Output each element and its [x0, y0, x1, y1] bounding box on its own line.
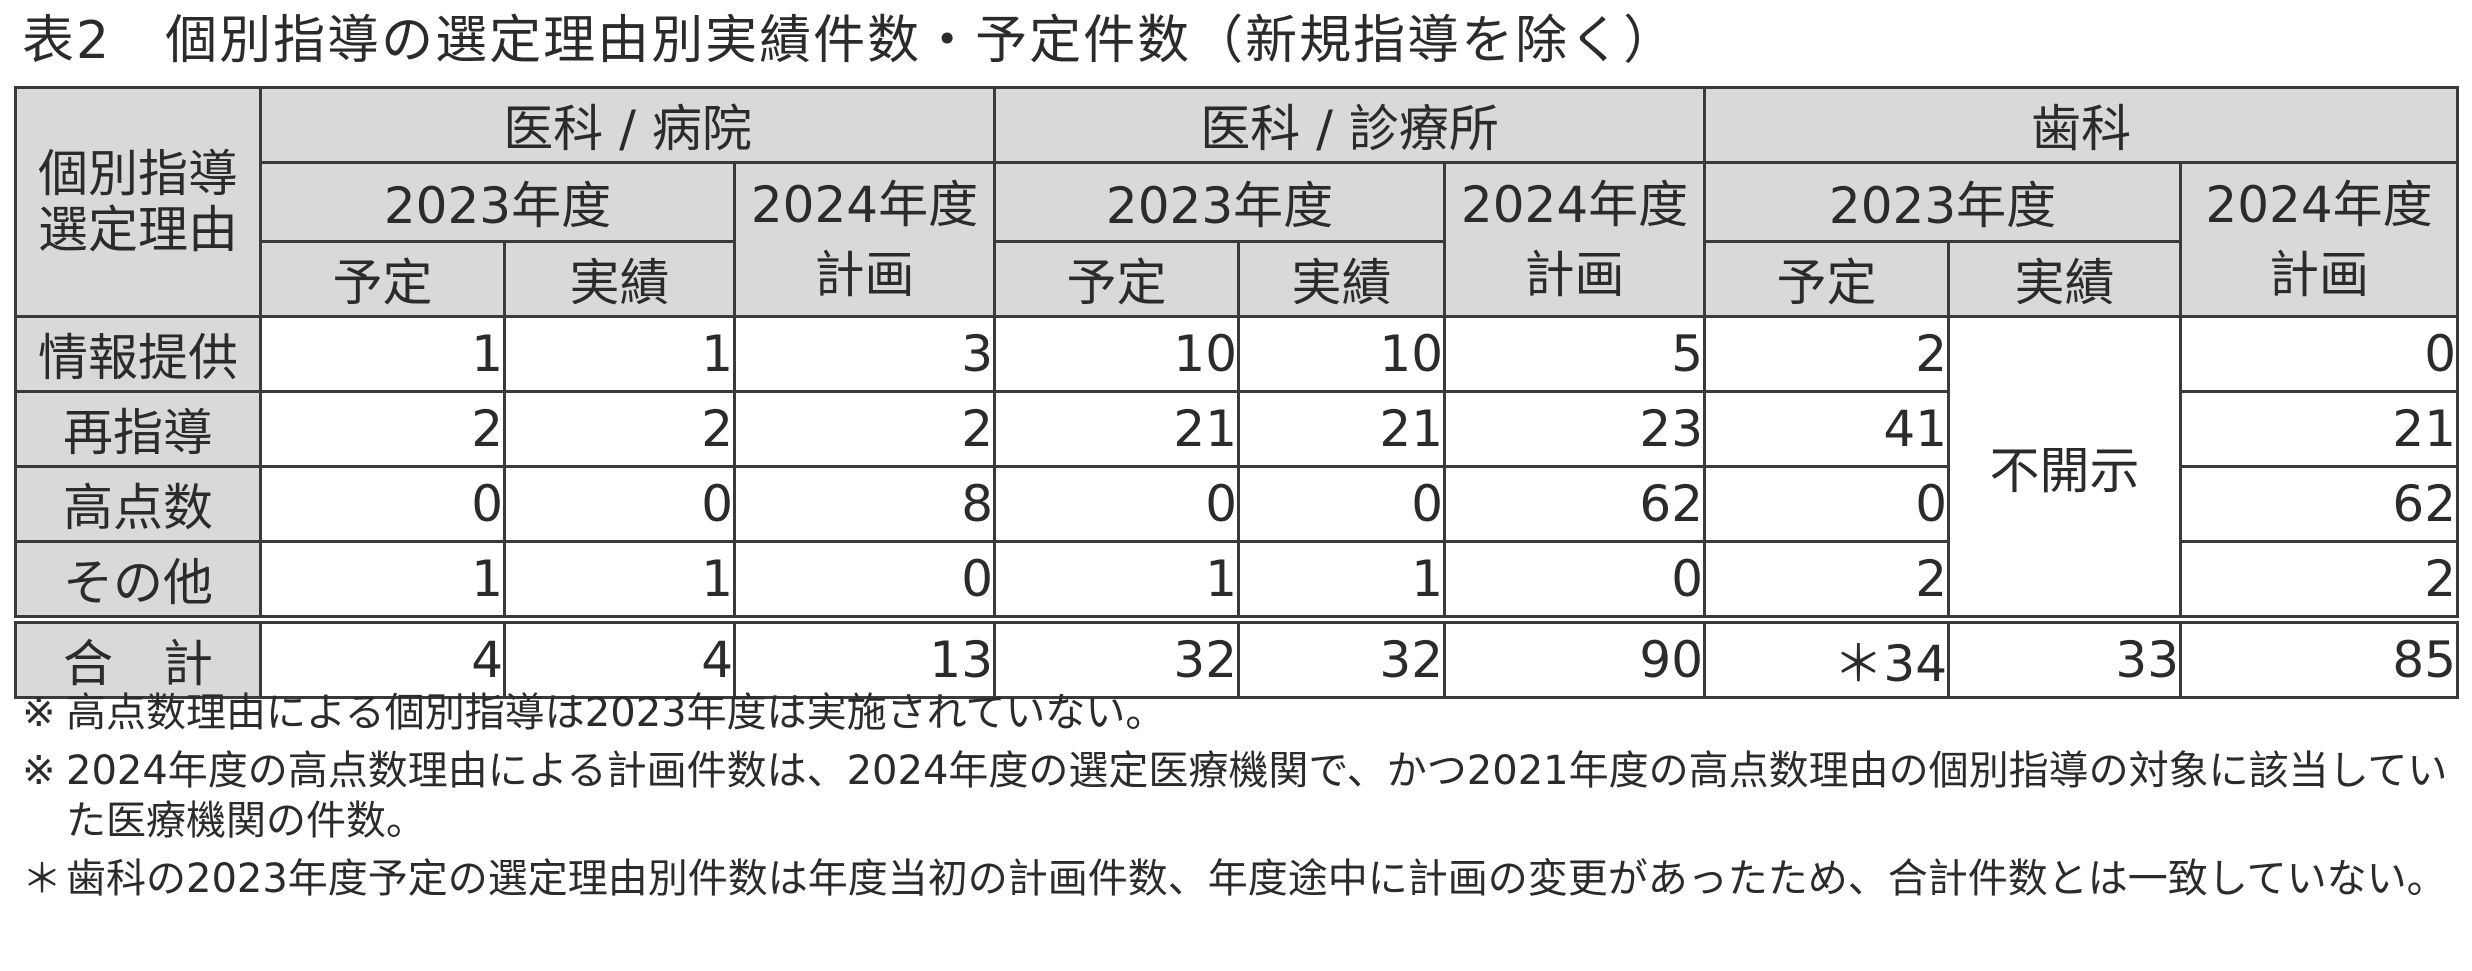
group-ika-clinic: 医科 / 診療所 [993, 86, 1707, 164]
footnote: ※ 高点数理由による個別指導は2023年度は実施されていない。 [22, 688, 2462, 738]
cell-value: 21 [2179, 390, 2460, 468]
cell-value: 2 [732, 390, 997, 468]
cell-value: 2 [1703, 315, 1951, 393]
group-dental: 歯科 [1703, 86, 2460, 164]
year-2024-plan-header: 2024年度 計画 [1443, 161, 1707, 318]
sub-header-yotei: 予定 [1703, 240, 1951, 318]
footnote-text: 歯科の2023年度予定の選定理由別件数は年度当初の計画件数、年度途中に計画の変更… [66, 856, 2447, 902]
year-2023-header: 2023年度 [1703, 161, 2183, 243]
cell-value: 0 [993, 465, 1241, 543]
total-value: 33 [1947, 615, 2183, 699]
sub-header-jisseki: 実績 [1237, 240, 1447, 318]
cell-value: 41 [1703, 390, 1951, 468]
table-row: 情報提供 1 1 3 10 10 5 2 不開示 0 [14, 315, 2460, 621]
year-2023-header: 2023年度 [993, 161, 1447, 243]
footnote: ※ 2024年度の高点数理由による計画件数は、2024年度の選定医療機関で、かつ… [22, 746, 2462, 846]
cell-value: 0 [2179, 315, 2460, 393]
undisclosed-cell: 不開示 [1947, 315, 2183, 621]
cell-value: 2 [503, 390, 736, 468]
row-label: 再指導 [14, 390, 262, 468]
total-value: ＊34 [1703, 615, 1951, 699]
cell-value: 2 [2179, 540, 2460, 621]
sub-header-yotei: 予定 [993, 240, 1241, 318]
cell-value: 0 [1443, 540, 1707, 621]
cell-value: 3 [732, 315, 997, 393]
cell-value: 21 [993, 390, 1241, 468]
cell-value: 23 [1443, 390, 1707, 468]
footnote-mark: ※ [22, 748, 56, 794]
row-label: 高点数 [14, 465, 262, 543]
year-2023-header: 2023年度 [259, 161, 736, 243]
row-label: その他 [14, 540, 262, 621]
row-label: 情報提供 [14, 315, 262, 393]
cell-value: 1 [1237, 540, 1447, 621]
cell-value: 0 [1237, 465, 1447, 543]
cell-value: 1 [503, 540, 736, 621]
cell-value: 1 [993, 540, 1241, 621]
year-2024-plan-header: 2024年度 計画 [2179, 161, 2460, 318]
table-row: 再指導 2 2 2 21 21 23 41 21 [14, 390, 2460, 468]
selection-reason-table: 個別指導 選定理由 医科 / 病院 医科 / 診療所 歯科 2023年度 202… [14, 86, 2460, 699]
total-row: 合 計 4 4 13 32 32 90 ＊34 33 85 [14, 615, 2460, 699]
cell-value: 2 [1703, 540, 1951, 621]
group-ika-hospital: 医科 / 病院 [258, 86, 997, 164]
cell-value: 21 [1237, 390, 1447, 468]
total-value: 4 [503, 615, 736, 699]
sub-header-jisseki: 実績 [503, 240, 736, 318]
cell-value: 1 [259, 315, 506, 393]
cell-value: 62 [2179, 465, 2460, 543]
total-value: 4 [259, 615, 506, 699]
total-value: 32 [1237, 615, 1447, 699]
cell-value: 10 [993, 315, 1241, 393]
table-row: 高点数 0 0 8 0 0 62 0 62 [14, 465, 2460, 543]
cell-value: 2 [259, 390, 506, 468]
footnote-text: 2024年度の高点数理由による計画件数は、2024年度の選定医療機関で、かつ20… [66, 748, 2448, 844]
cell-value: 0 [1703, 465, 1951, 543]
cell-value: 62 [1443, 465, 1707, 543]
year-2024-plan-header: 2024年度 計画 [732, 161, 997, 318]
total-value: 32 [993, 615, 1241, 699]
footnote-mark: ※ [22, 690, 56, 736]
total-value: 90 [1443, 615, 1707, 699]
cell-value: 10 [1237, 315, 1447, 393]
cell-value: 1 [503, 315, 736, 393]
row-header-corner: 個別指導 選定理由 [14, 86, 262, 318]
sub-header-yotei: 予定 [259, 240, 506, 318]
cell-value: 1 [259, 540, 506, 621]
cell-value: 0 [732, 540, 997, 621]
footnotes: ※ 高点数理由による個別指導は2023年度は実施されていない。 ※ 2024年度… [22, 688, 2462, 912]
cell-value: 8 [732, 465, 997, 543]
sub-header-jisseki: 実績 [1947, 240, 2183, 318]
footnote: ＊ 歯科の2023年度予定の選定理由別件数は年度当初の計画件数、年度途中に計画の… [22, 854, 2462, 904]
footnote-mark: ＊ [22, 856, 62, 902]
total-value: 85 [2179, 615, 2460, 699]
table-title: 表2 個別指導の選定理由別実績件数・予定件数（新規指導を除く） [22, 11, 1678, 71]
cell-value: 0 [259, 465, 506, 543]
total-label: 合 計 [14, 615, 262, 699]
cell-value: 5 [1443, 315, 1707, 393]
total-value: 13 [732, 615, 997, 699]
table-row: その他 1 1 0 1 1 0 2 2 [14, 540, 2460, 621]
footnote-text: 高点数理由による個別指導は2023年度は実施されていない。 [66, 690, 1166, 736]
cell-value: 0 [503, 465, 736, 543]
